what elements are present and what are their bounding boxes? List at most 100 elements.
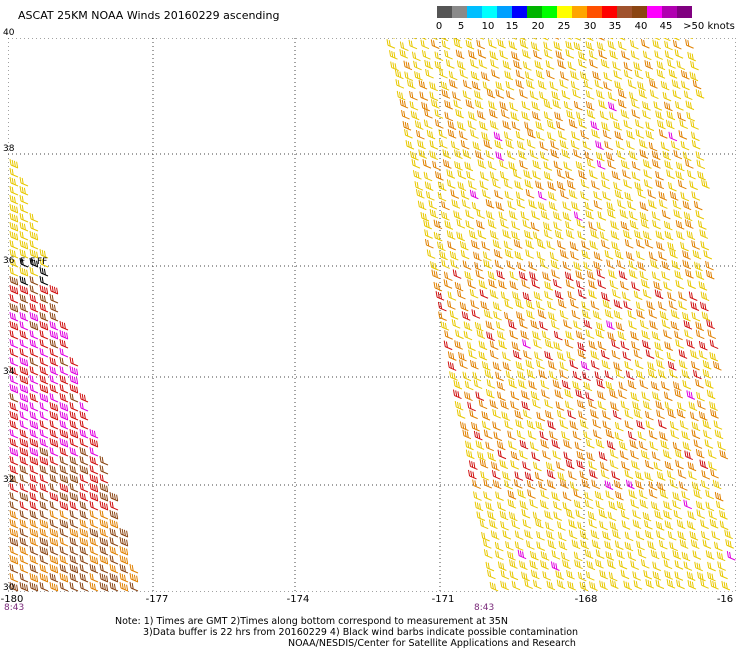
wind-barb — [552, 379, 562, 390]
wind-barb — [413, 60, 422, 71]
wind-barb — [668, 131, 678, 142]
wind-barb — [448, 79, 458, 89]
wind-barb — [481, 420, 491, 431]
wind-barb — [614, 250, 624, 260]
wind-barb — [522, 61, 532, 71]
wind-barb — [674, 330, 683, 341]
wind-barb — [509, 329, 519, 340]
wind-barb — [693, 439, 703, 449]
wind-barb — [454, 149, 463, 159]
wind-barb — [469, 189, 479, 200]
wind-barb — [695, 270, 705, 280]
wind-barb — [519, 89, 528, 99]
wind-barb — [536, 541, 545, 551]
wind-barb — [524, 179, 534, 189]
wind-barb — [646, 300, 656, 311]
wind-barb — [569, 420, 579, 431]
wind-barb — [459, 69, 469, 79]
colorbar-swatch — [452, 6, 467, 18]
wind-barb — [581, 479, 591, 489]
wind-barb — [660, 439, 670, 450]
wind-barb — [19, 194, 29, 205]
wind-barb — [99, 500, 109, 511]
wind-barb — [585, 90, 595, 100]
wind-barb — [9, 527, 19, 538]
wind-barb — [566, 110, 575, 120]
wind-barb — [595, 140, 604, 150]
wind-barb — [633, 61, 643, 72]
wind-barb — [581, 309, 591, 320]
wind-barb — [9, 491, 19, 502]
wind-barb — [677, 469, 687, 479]
wind-barb — [575, 389, 585, 399]
wind-barb — [451, 199, 461, 209]
wind-barb — [99, 509, 109, 520]
wind-barb — [594, 79, 604, 90]
wind-barb — [621, 520, 631, 530]
wind-barb — [675, 279, 685, 290]
wind-barb — [709, 519, 719, 529]
wind-barb — [590, 350, 600, 360]
wind-barb — [578, 410, 587, 421]
wind-barb — [434, 119, 444, 129]
wind-barb — [690, 120, 699, 130]
wind-barb — [551, 90, 561, 101]
wind-barb — [587, 511, 597, 521]
wind-barb — [657, 119, 666, 130]
wind-barb — [661, 209, 671, 220]
wind-barb — [99, 563, 109, 574]
wind-barb — [631, 161, 641, 171]
wind-barb — [677, 111, 686, 122]
wind-barb — [574, 441, 584, 452]
wind-barb — [9, 392, 19, 403]
wind-barb — [649, 320, 659, 330]
wind-barb — [715, 500, 725, 511]
wind-barb — [419, 91, 429, 101]
wind-barb — [69, 374, 79, 385]
wind-barb — [446, 179, 456, 189]
wind-barb — [89, 500, 99, 511]
wind-barb — [515, 130, 525, 141]
wind-barb — [553, 211, 562, 221]
wind-barb — [701, 179, 710, 189]
map-title: ASCAT 25KM NOAA Winds 20160229 ascending — [18, 9, 280, 22]
wind-barb — [487, 270, 497, 281]
colorbar-swatch — [497, 6, 512, 18]
wind-barb — [636, 540, 645, 551]
wind-barb — [676, 408, 686, 419]
wind-barb — [79, 554, 89, 565]
wind-barb — [590, 529, 600, 540]
wind-barb — [632, 519, 642, 530]
wind-barb — [618, 559, 628, 570]
wind-barb — [39, 284, 49, 295]
wind-barb — [532, 159, 542, 170]
wind-barb — [669, 421, 679, 431]
wind-barb — [513, 59, 522, 70]
wind-barb — [49, 347, 59, 358]
wind-barb — [459, 421, 469, 432]
wind-barb — [676, 519, 686, 530]
wind-barb — [506, 260, 516, 270]
wind-barb — [536, 411, 546, 422]
wind-barb — [39, 572, 49, 583]
wind-barb — [563, 439, 572, 449]
wind-barb — [710, 469, 719, 479]
wind-barb — [522, 291, 532, 302]
wind-barb — [694, 561, 703, 572]
wind-barb — [433, 231, 443, 242]
wind-barb — [513, 479, 523, 489]
wind-barb — [543, 111, 553, 121]
wind-barb — [678, 130, 688, 140]
wind-barb — [455, 329, 464, 340]
wind-barb — [684, 450, 694, 461]
wind-barb — [659, 431, 668, 441]
wind-barb — [49, 329, 59, 340]
wind-barb — [553, 160, 563, 171]
wind-barb — [461, 311, 471, 321]
wind-barb — [472, 371, 482, 382]
wind-barb — [430, 261, 439, 271]
wind-barb — [496, 330, 506, 341]
wind-barb — [660, 381, 670, 391]
wind-barb — [389, 50, 398, 60]
wind-barb — [442, 149, 452, 159]
